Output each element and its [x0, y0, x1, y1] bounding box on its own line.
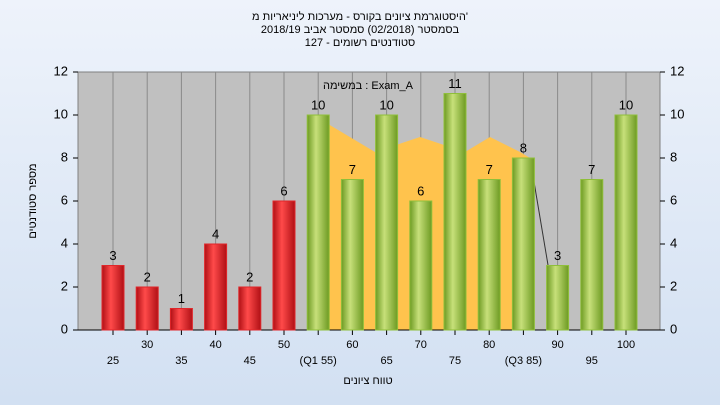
chart-subtitle: 127 - סטודנטים רשומים: [305, 37, 416, 49]
value-label: 7: [349, 162, 356, 177]
x-tick-label: 50: [278, 339, 290, 351]
value-label: 1: [178, 291, 185, 306]
value-label: 3: [554, 248, 561, 263]
bar: [443, 93, 467, 331]
value-label: 6: [280, 183, 287, 198]
value-label: 10: [379, 97, 393, 112]
value-label: 6: [417, 183, 424, 198]
bar: [169, 308, 193, 331]
x-tick-label: 30: [141, 339, 153, 351]
bar: [580, 179, 604, 331]
x-tick-label: 75: [449, 355, 461, 367]
y2-tick-label: 12: [670, 63, 684, 78]
x-tick-label: 70: [415, 339, 427, 351]
x-tick-label: 100: [617, 339, 635, 351]
value-label: 11: [448, 76, 462, 91]
bar: [238, 286, 262, 331]
y2-tick-label: 0: [670, 321, 677, 336]
x-tick-label: 35: [175, 355, 187, 367]
x-tick-label: (Q3 85): [505, 355, 542, 367]
y-tick-label: 2: [61, 278, 68, 293]
y2-tick-label: 4: [670, 235, 677, 250]
y-tick-label: 0: [61, 321, 68, 336]
x-tick-label: 80: [483, 339, 495, 351]
bar: [135, 286, 159, 331]
bar: [375, 114, 399, 331]
value-label: 2: [246, 269, 253, 284]
value-label: 3: [109, 248, 116, 263]
bar: [409, 200, 433, 331]
y2-tick-label: 8: [670, 149, 677, 164]
x-tick-label: 95: [586, 355, 598, 367]
y2-tick-label: 6: [670, 192, 677, 207]
x-tick-label: 90: [551, 339, 563, 351]
value-label: 4: [212, 226, 219, 241]
bar: [511, 157, 535, 331]
chart-subtitle: בסמסטר (02/2018) סמסטר אביב 2018/19: [261, 24, 460, 36]
bar: [204, 243, 228, 331]
bar: [306, 114, 330, 331]
y-tick-label: 4: [61, 235, 68, 250]
y2-tick-label: 2: [670, 278, 677, 293]
y-tick-label: 6: [61, 192, 68, 207]
x-axis-label: טווח ציונים: [343, 375, 392, 387]
x-tick-label: 40: [209, 339, 221, 351]
y-tick-label: 8: [61, 149, 68, 164]
y-tick-label: 12: [54, 63, 68, 78]
bar: [477, 179, 501, 331]
y-tick-label: 10: [54, 106, 68, 121]
bar: [340, 179, 364, 331]
bar: [101, 265, 125, 331]
value-label: 7: [588, 162, 595, 177]
value-label: 10: [619, 97, 633, 112]
annotation: במשימה : Exam_A: [323, 80, 414, 92]
value-label: 8: [520, 140, 527, 155]
x-tick-label: (Q1 55): [300, 355, 337, 367]
x-tick-label: 25: [107, 355, 119, 367]
value-label: 10: [311, 97, 325, 112]
bar: [272, 200, 296, 331]
x-tick-label: 65: [380, 355, 392, 367]
y-axis-label: מספר סטודנטים: [27, 163, 39, 238]
bar: [614, 114, 638, 331]
bar: [546, 265, 570, 331]
value-label: 2: [144, 269, 151, 284]
y2-tick-label: 10: [670, 106, 684, 121]
x-tick-label: 45: [244, 355, 256, 367]
value-label: 7: [486, 162, 493, 177]
chart-title: היסטוגרמת ציונים בקורס - מערכות ליניאריו…: [252, 10, 468, 23]
x-tick-label: 60: [346, 339, 358, 351]
